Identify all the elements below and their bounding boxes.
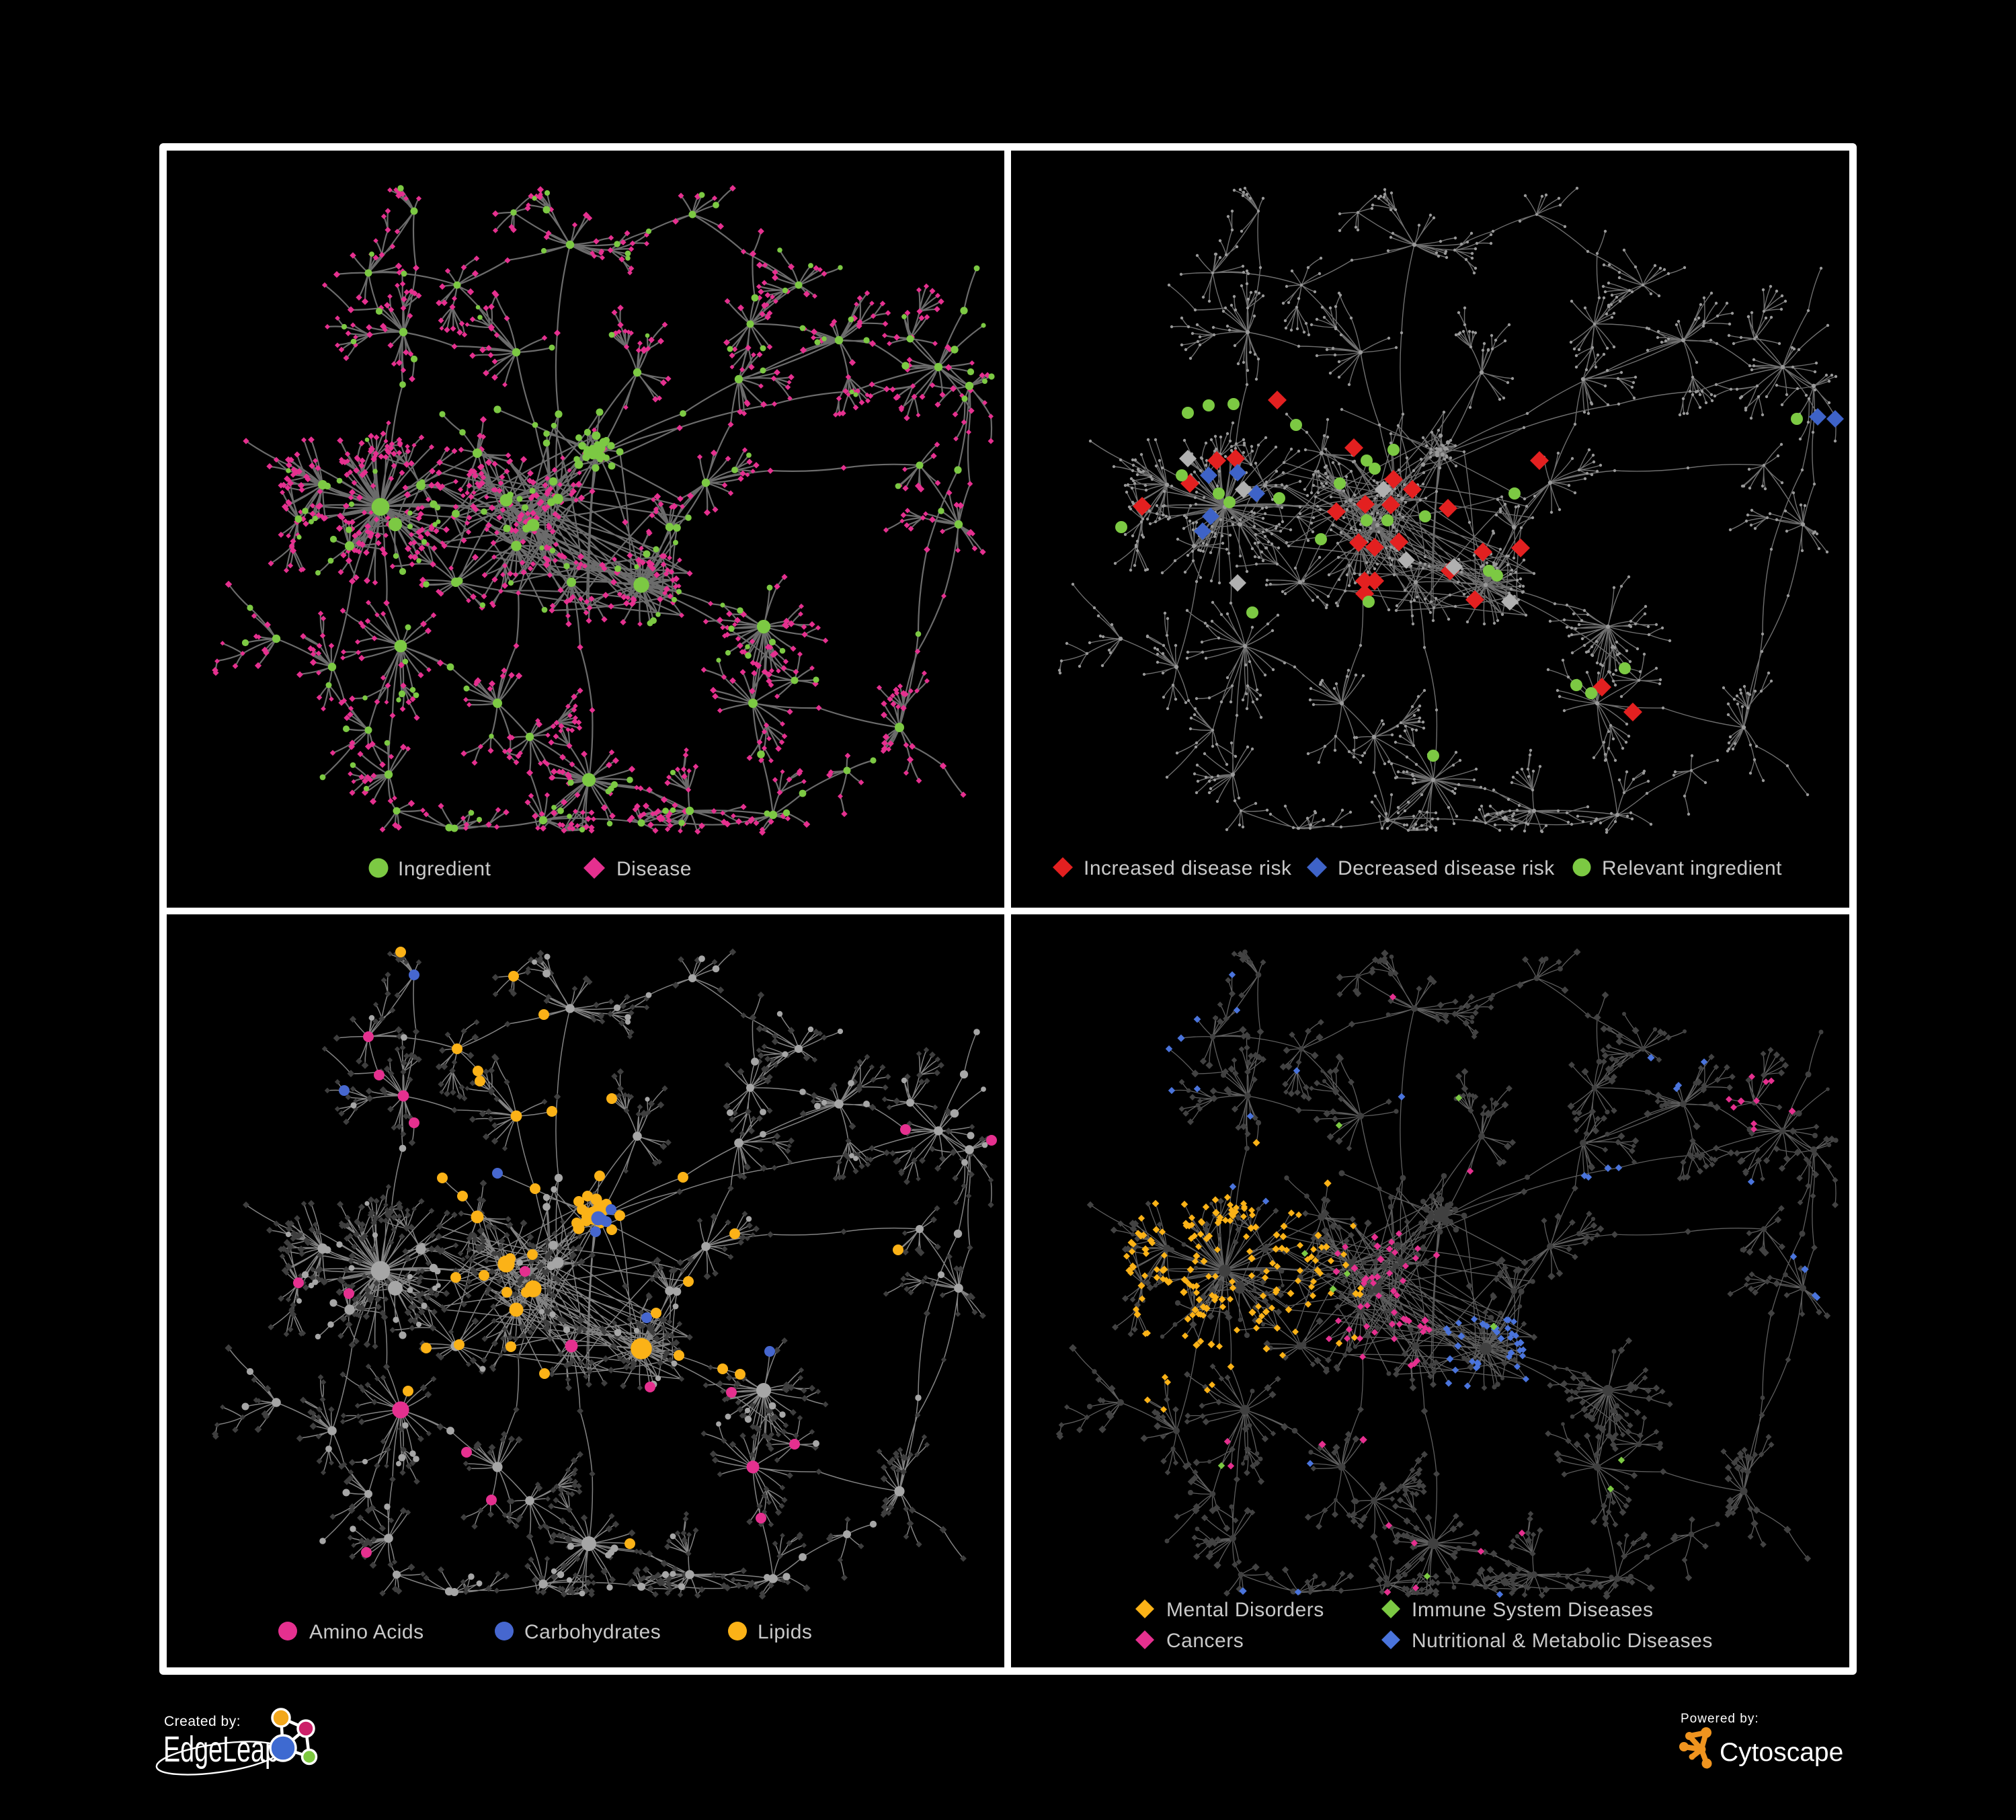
- svg-text:Nutritional & Metabolic Diseas: Nutritional & Metabolic Diseases: [1412, 1630, 1713, 1652]
- svg-text:Cytoscape: Cytoscape: [1720, 1738, 1843, 1767]
- svg-text:Mental Disorders: Mental Disorders: [1166, 1599, 1324, 1621]
- svg-text:EdgeLeap: EdgeLeap: [163, 1729, 279, 1770]
- svg-text:Relevant ingredient: Relevant ingredient: [1602, 857, 1782, 879]
- svg-text:Decreased disease risk: Decreased disease risk: [1338, 857, 1555, 879]
- svg-text:Ingredient: Ingredient: [398, 858, 491, 880]
- svg-text:Carbohydrates: Carbohydrates: [524, 1621, 661, 1643]
- svg-text:Created by:: Created by:: [164, 1714, 241, 1729]
- svg-text:Increased disease risk: Increased disease risk: [1084, 857, 1292, 879]
- svg-text:Immune System Diseases: Immune System Diseases: [1412, 1599, 1653, 1621]
- svg-text:Powered by:: Powered by:: [1681, 1712, 1759, 1726]
- svg-text:Disease: Disease: [616, 858, 692, 880]
- svg-text:Cancers: Cancers: [1166, 1630, 1244, 1652]
- svg-text:Amino Acids: Amino Acids: [309, 1621, 424, 1643]
- svg-text:Lipids: Lipids: [758, 1621, 812, 1643]
